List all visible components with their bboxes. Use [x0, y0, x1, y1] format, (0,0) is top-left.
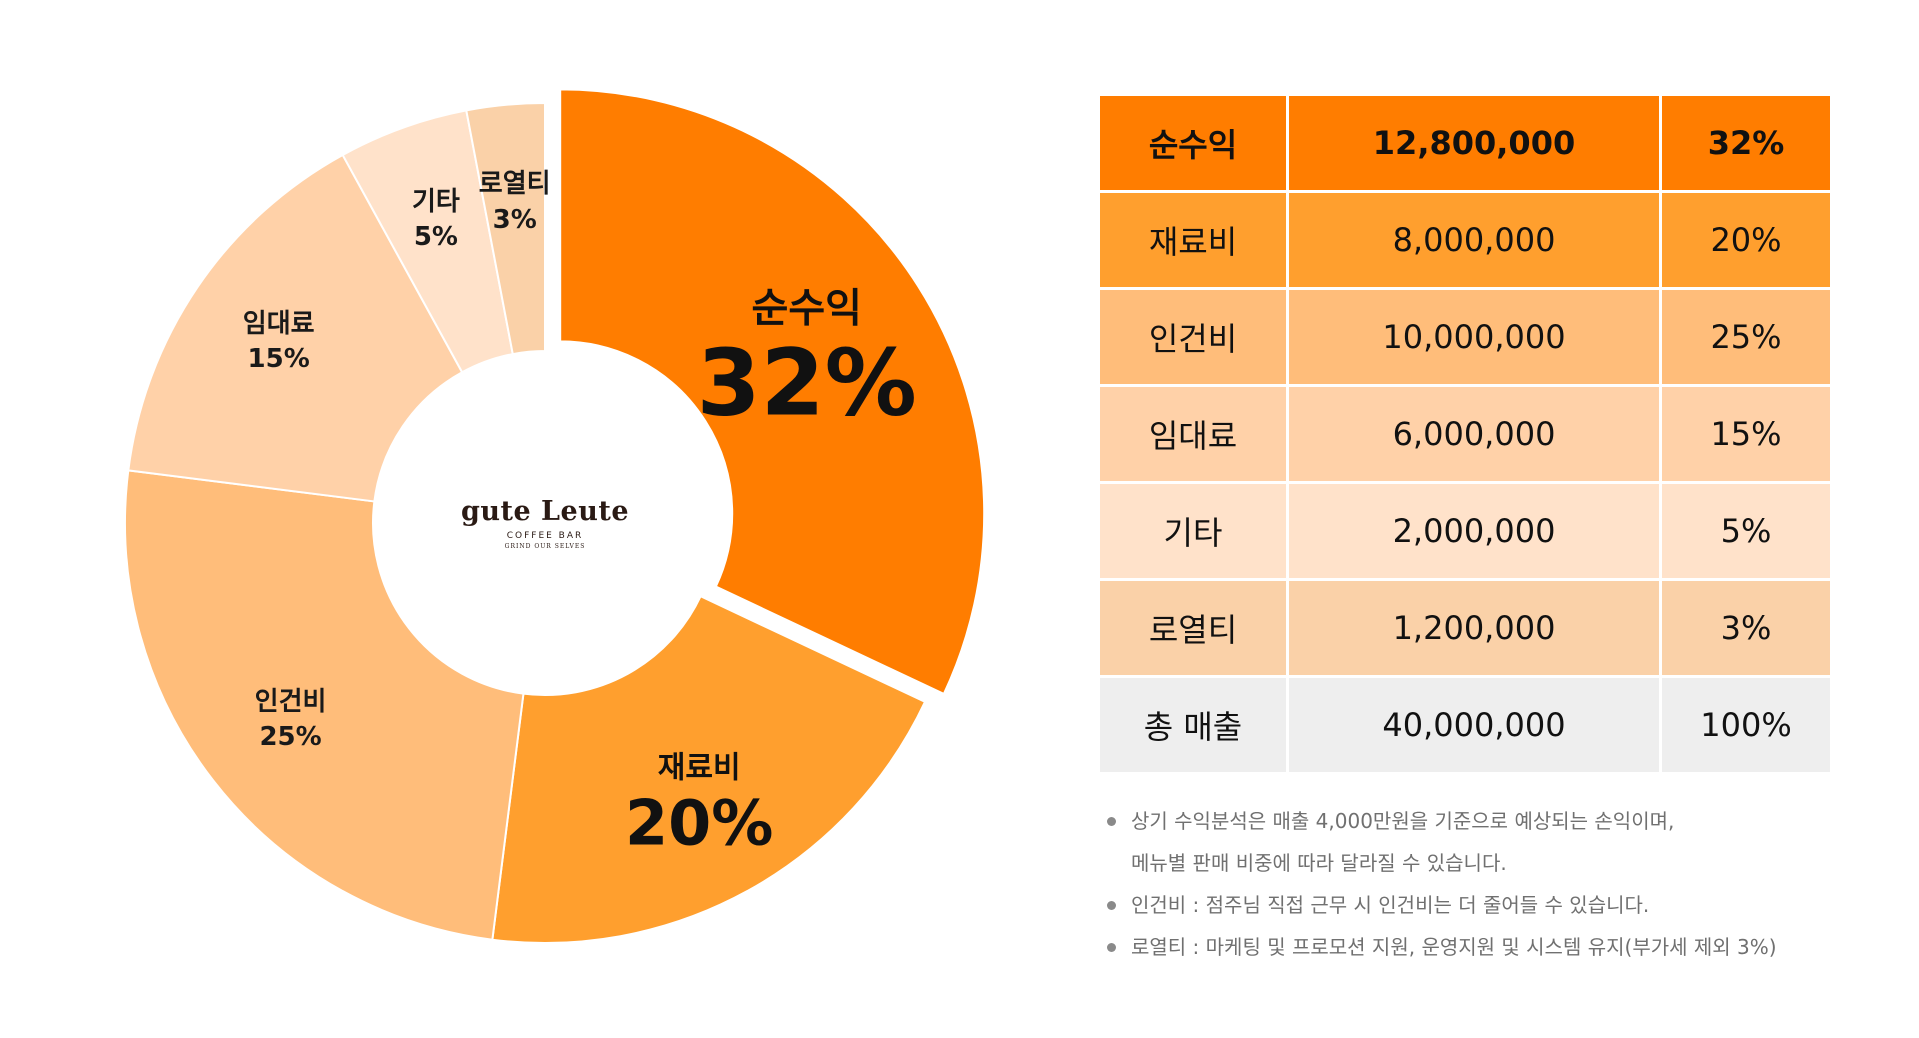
cell-amount: 40,000,000	[1289, 678, 1659, 772]
cell-item: 인건비	[1100, 290, 1286, 384]
slice-label-2: 인건비 25%	[255, 685, 327, 755]
revenue-table: 순수익 12,800,000 32% 재료비 8,000,000 20% 인건비 10,000…	[1097, 93, 1833, 775]
note-text: 상기 수익분석은 매출 4,000만원을 기준으로 예상되는 손익이며,	[1131, 809, 1675, 833]
cell-item: 임대료	[1100, 387, 1286, 481]
slice-label-1: 재료비 20%	[625, 749, 773, 858]
cell-pct: 32%	[1662, 96, 1830, 190]
note-item: 상기 수익분석은 매출 4,000만원을 기준으로 예상되는 손익이며, 메뉴별 …	[1103, 800, 1777, 884]
table-row: 인건비 10,000,000 25%	[1100, 290, 1830, 384]
slice-2	[124, 469, 525, 941]
cell-pct: 3%	[1662, 581, 1830, 675]
notes-list: 상기 수익분석은 매출 4,000만원을 기준으로 예상되는 손익이며, 메뉴별 …	[1103, 800, 1777, 968]
slice-label-0: 순수익 32%	[697, 282, 917, 433]
table-row: 순수익 12,800,000 32%	[1100, 96, 1830, 190]
slice-name: 임대료	[242, 308, 315, 339]
cell-item: 기타	[1100, 484, 1286, 578]
slice-name: 기타	[412, 186, 460, 217]
slice-pct: 25%	[259, 722, 322, 753]
slice-pct: 32%	[696, 329, 917, 437]
slice-0	[559, 88, 986, 696]
note-item: 인건비 : 점주님 직접 근무 시 인건비는 더 줄어들 수 있습니다.	[1103, 884, 1777, 926]
donut-chart: 순수익 32% 재료비 20% 인건비 25% 임대료 15% 기타 5% 로열티 3% gute L…	[124, 88, 986, 944]
slice-label-3: 임대료 15%	[243, 307, 315, 377]
note-text: 인건비 : 점주님 직접 근무 시 인건비는 더 줄어들 수 있습니다.	[1131, 893, 1650, 917]
cell-amount: 8,000,000	[1289, 193, 1659, 287]
logo-sub: COFFEE BAR	[506, 531, 584, 541]
bullet-icon	[1107, 817, 1116, 826]
bullet-icon	[1107, 943, 1116, 952]
slice-3	[127, 153, 464, 503]
note-text: 로열티 : 마케팅 및 프로모션 지원, 운영지원 및 시스템 유지(부가세 제…	[1131, 935, 1777, 959]
cell-pct: 25%	[1662, 290, 1830, 384]
slice-pct: 20%	[624, 786, 774, 860]
logo-tagline: GRIND OUR SELVES	[504, 543, 586, 550]
slice-name: 인건비	[254, 687, 327, 718]
table-row: 기타 2,000,000 5%	[1100, 484, 1830, 578]
logo: gute Leute COFFEE BAR GRIND OUR SELVES	[461, 496, 629, 550]
table-row: 로열티 1,200,000 3%	[1100, 581, 1830, 675]
cell-item: 총 매출	[1100, 678, 1286, 772]
cell-item: 로열티	[1100, 581, 1286, 675]
cell-pct: 20%	[1662, 193, 1830, 287]
slice-pct: 3%	[492, 204, 537, 235]
bullet-icon	[1107, 901, 1116, 910]
slice-label-5: 로열티 3%	[479, 167, 551, 237]
cell-amount: 2,000,000	[1289, 484, 1659, 578]
slice-name: 로열티	[478, 169, 551, 200]
cell-pct: 15%	[1662, 387, 1830, 481]
cell-item: 재료비	[1100, 193, 1286, 287]
cell-item: 순수익	[1100, 96, 1286, 190]
donut-svg	[124, 88, 986, 944]
cell-amount: 1,200,000	[1289, 581, 1659, 675]
cell-pct: 100%	[1662, 678, 1830, 772]
note-text-continued: 메뉴별 판매 비중에 따라 달라질 수 있습니다.	[1131, 851, 1507, 875]
note-item: 로열티 : 마케팅 및 프로모션 지원, 운영지원 및 시스템 유지(부가세 제…	[1103, 926, 1777, 968]
table-row: 임대료 6,000,000 15%	[1100, 387, 1830, 481]
cell-amount: 12,800,000	[1289, 96, 1659, 190]
slice-1	[491, 594, 927, 944]
slice-label-4: 기타 5%	[412, 185, 460, 255]
cell-pct: 5%	[1662, 484, 1830, 578]
slice-5	[465, 101, 546, 356]
cell-amount: 10,000,000	[1289, 290, 1659, 384]
cell-amount: 6,000,000	[1289, 387, 1659, 481]
slice-name: 순수익	[751, 285, 862, 332]
table-row: 총 매출 40,000,000 100%	[1100, 678, 1830, 772]
slice-pct: 15%	[247, 344, 310, 374]
slice-pct: 5%	[413, 222, 458, 253]
logo-brand: gute Leute	[460, 496, 630, 527]
table-row: 재료비 8,000,000 20%	[1100, 193, 1830, 287]
slice-name: 재료비	[657, 751, 741, 787]
